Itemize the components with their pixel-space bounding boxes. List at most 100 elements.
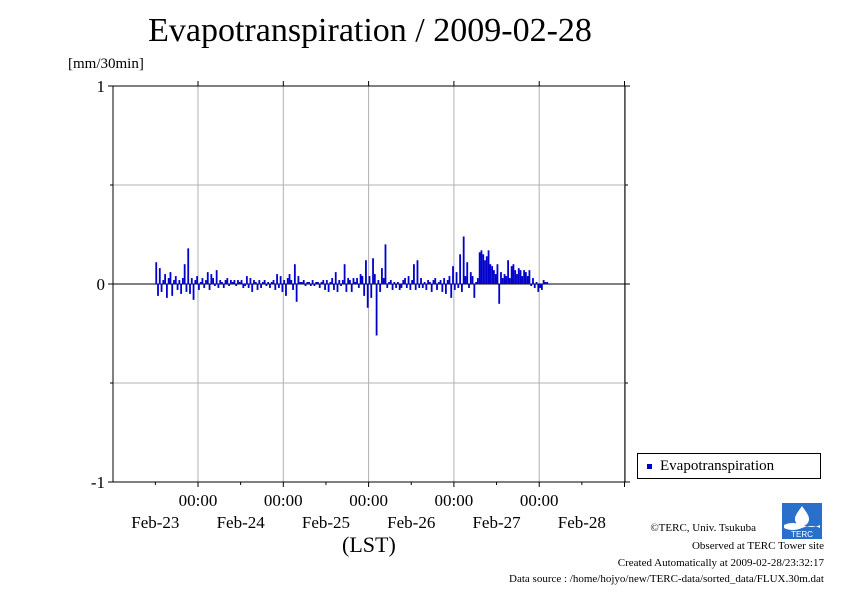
- data-bar: [158, 268, 161, 284]
- data-bar: [512, 264, 515, 284]
- data-bar: [533, 284, 536, 288]
- data-bar: [430, 284, 433, 292]
- data-bar: [464, 276, 467, 284]
- x-tick-time-label: 00:00: [435, 491, 474, 510]
- data-bar: [325, 280, 328, 284]
- data-bar: [279, 276, 282, 284]
- data-bar: [304, 284, 307, 286]
- data-bar: [174, 276, 177, 284]
- data-bar: [322, 280, 325, 284]
- data-bar: [222, 284, 225, 288]
- data-bar: [548, 284, 550, 285]
- data-bar: [530, 284, 533, 286]
- data-bar: [452, 266, 454, 284]
- data-bar: [475, 282, 478, 284]
- data-bar: [466, 262, 469, 284]
- y-axis-unit-label: [mm/30min]: [68, 56, 144, 72]
- data-bar: [256, 284, 259, 290]
- data-bar: [457, 284, 460, 288]
- data-bar: [180, 284, 183, 294]
- data-bar: [240, 280, 243, 284]
- data-bar: [254, 282, 257, 284]
- data-bar: [233, 280, 236, 284]
- logo-text: TERC: [791, 530, 813, 539]
- data-bar: [269, 284, 271, 288]
- data-bar: [414, 284, 417, 290]
- data-bar: [455, 272, 458, 284]
- data-bar: [324, 284, 326, 290]
- data-bar: [215, 270, 218, 284]
- data-bar: [528, 270, 531, 284]
- data-bar: [508, 278, 511, 284]
- data-bar: [397, 282, 399, 284]
- data-bar: [285, 284, 287, 296]
- x-tick-time-label: 00:00: [349, 491, 388, 510]
- created-at-text: Created Automatically at 2009-02-28/23:3…: [617, 557, 824, 569]
- data-bar: [219, 280, 222, 284]
- data-bar: [510, 266, 513, 284]
- data-bar: [381, 268, 383, 284]
- data-bar: [384, 244, 387, 284]
- data-bar: [359, 274, 362, 284]
- data-bar: [542, 280, 545, 284]
- data-bar: [478, 252, 481, 284]
- data-bar: [404, 278, 406, 284]
- data-bar: [290, 280, 293, 284]
- x-tick-date-label: Feb-28: [558, 513, 606, 532]
- data-bar: [473, 284, 476, 298]
- data-bar: [350, 284, 353, 292]
- data-bar: [411, 280, 414, 284]
- data-bar: [263, 280, 266, 284]
- data-bar: [334, 272, 337, 284]
- data-bar: [418, 284, 421, 288]
- data-bar: [402, 280, 405, 284]
- data-bar: [272, 280, 275, 284]
- data-bar: [267, 282, 270, 284]
- data-bar: [453, 284, 456, 290]
- data-bar: [501, 278, 504, 284]
- data-bar: [245, 276, 248, 284]
- data-bar: [544, 282, 547, 284]
- data-bar: [196, 276, 199, 284]
- data-bar: [208, 284, 211, 290]
- data-bar: [306, 282, 309, 284]
- data-bar: [450, 284, 453, 298]
- data-bar: [388, 282, 390, 284]
- data-bar: [281, 284, 284, 292]
- data-bar: [270, 282, 273, 284]
- data-bar: [416, 260, 419, 284]
- data-bar: [292, 284, 294, 290]
- data-bar: [302, 280, 305, 284]
- x-tick-date-label: Feb-23: [131, 513, 179, 532]
- data-bar: [500, 272, 502, 284]
- x-tick-date-label: Feb-26: [387, 513, 435, 532]
- x-tick-time-label: 00:00: [520, 491, 559, 510]
- data-bar: [400, 284, 403, 288]
- data-bar: [277, 284, 280, 288]
- data-bar: [178, 280, 181, 284]
- data-bar: [389, 280, 392, 284]
- data-bar: [521, 276, 524, 284]
- data-bar: [462, 236, 465, 284]
- data-bar: [382, 278, 385, 284]
- data-bar: [164, 274, 167, 284]
- data-bar: [286, 278, 289, 284]
- data-bar: [407, 276, 410, 284]
- data-bar: [212, 278, 215, 284]
- data-bar: [242, 284, 245, 288]
- data-bar: [313, 284, 316, 286]
- data-bar: [370, 284, 373, 298]
- y-tick-label: -1: [91, 473, 105, 492]
- data-bar: [181, 278, 184, 284]
- data-bar: [317, 282, 319, 284]
- data-bar: [436, 284, 438, 290]
- x-tick-date-label: Feb-25: [302, 513, 350, 532]
- data-bar: [459, 254, 462, 284]
- data-bar: [197, 284, 200, 290]
- data-bar: [524, 272, 527, 284]
- data-bar: [421, 284, 424, 288]
- data-bar: [345, 284, 348, 292]
- data-bar: [423, 282, 426, 284]
- data-bar: [341, 280, 344, 284]
